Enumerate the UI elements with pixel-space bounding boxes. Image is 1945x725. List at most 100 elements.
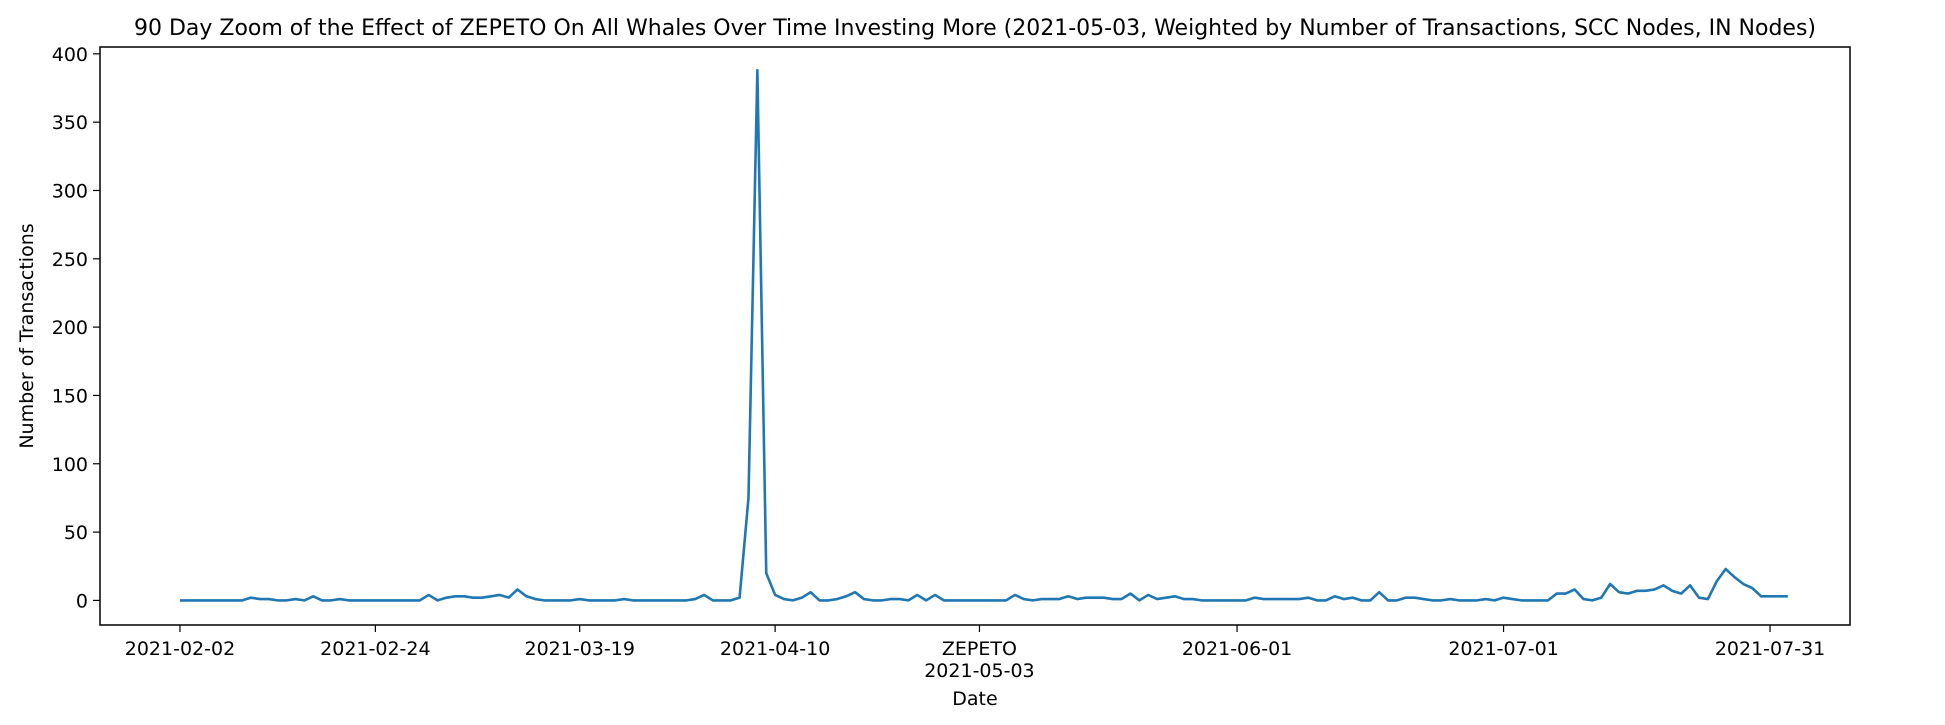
data-point <box>552 599 555 602</box>
data-point <box>1005 599 1008 602</box>
data-point <box>1609 583 1612 586</box>
data-point <box>1600 596 1603 599</box>
data-point <box>969 599 972 602</box>
y-tick-label: 150 <box>52 385 88 407</box>
data-point <box>1689 584 1692 587</box>
data-point <box>1653 588 1656 591</box>
data-point <box>889 598 892 601</box>
data-point <box>507 596 510 599</box>
data-point <box>356 599 359 602</box>
data-point <box>436 599 439 602</box>
data-point <box>1769 595 1772 598</box>
data-point <box>321 599 324 602</box>
data-point <box>223 599 226 602</box>
event-label-backdrop: ZEPETO <box>942 638 1017 660</box>
data-point <box>525 595 528 598</box>
data-point <box>1014 594 1017 597</box>
data-point <box>854 591 857 594</box>
data-point <box>774 594 777 597</box>
data-point <box>1529 599 1532 602</box>
data-point <box>427 594 430 597</box>
y-tick-label: 200 <box>52 317 88 339</box>
data-point <box>605 599 608 602</box>
data-point <box>241 599 244 602</box>
data-point <box>649 599 652 602</box>
data-point <box>1129 592 1132 595</box>
data-point <box>1325 599 1328 602</box>
data-point <box>250 596 253 599</box>
x-tick-label: 2021-03-19 <box>524 638 634 660</box>
data-point <box>561 599 564 602</box>
data-point <box>1724 568 1727 571</box>
data-point <box>1715 580 1718 583</box>
data-point <box>1618 591 1621 594</box>
data-point <box>1449 598 1452 601</box>
data-point <box>1165 596 1168 599</box>
data-point <box>1458 599 1461 602</box>
data-point <box>383 599 386 602</box>
data-point <box>543 599 546 602</box>
data-point <box>1378 591 1381 594</box>
data-point <box>1236 599 1239 602</box>
data-point <box>1094 596 1097 599</box>
data-point <box>214 599 217 602</box>
data-point <box>1493 599 1496 602</box>
data-point <box>747 497 750 500</box>
data-point <box>1467 599 1470 602</box>
data-point <box>303 599 306 602</box>
data-point <box>205 599 208 602</box>
y-tick-label: 100 <box>52 454 88 476</box>
data-point <box>1698 596 1701 599</box>
data-point <box>783 598 786 601</box>
data-point <box>463 595 466 598</box>
data-point <box>276 599 279 602</box>
data-point <box>312 595 315 598</box>
data-point <box>570 599 573 602</box>
data-point <box>845 595 848 598</box>
data-point <box>756 69 759 72</box>
data-point <box>1422 598 1425 601</box>
y-tick-label: 50 <box>64 522 88 544</box>
data-point <box>809 591 812 594</box>
data-point <box>880 599 883 602</box>
x-axis-label: Date <box>952 688 997 710</box>
data-point <box>1733 576 1736 579</box>
data-point <box>721 599 724 602</box>
data-point <box>196 599 199 602</box>
data-point <box>676 599 679 602</box>
data-point <box>1636 590 1639 593</box>
data-point <box>392 599 395 602</box>
data-point <box>729 599 732 602</box>
data-point <box>1680 592 1683 595</box>
data-point <box>996 599 999 602</box>
data-point <box>490 595 493 598</box>
x-tick-label: 2021-04-10 <box>720 638 830 660</box>
x-tick-label: 2021-05-03 <box>924 660 1034 682</box>
y-axis: 0 50 100 150 200 250 300 350 400 <box>52 44 100 612</box>
data-point <box>1405 596 1408 599</box>
data-point <box>1200 599 1203 602</box>
data-point <box>1440 599 1443 602</box>
data-point <box>232 599 235 602</box>
data-point <box>1156 598 1159 601</box>
data-point <box>1760 595 1763 598</box>
data-point <box>578 598 581 601</box>
data-points <box>179 69 1789 602</box>
data-point <box>1280 598 1283 601</box>
data-point <box>1103 596 1106 599</box>
data-point <box>1333 595 1336 598</box>
data-point <box>1511 598 1514 601</box>
data-point <box>765 572 768 575</box>
data-point <box>694 598 697 601</box>
plot-frame <box>99 46 1851 626</box>
data-point <box>703 594 706 597</box>
data-point <box>1547 599 1550 602</box>
data-point <box>863 598 866 601</box>
data-point <box>472 596 475 599</box>
data-point <box>658 599 661 602</box>
data-point <box>1351 596 1354 599</box>
data-point <box>1040 598 1043 601</box>
data-point <box>1413 596 1416 599</box>
data-point <box>267 598 270 601</box>
data-point <box>1484 598 1487 601</box>
